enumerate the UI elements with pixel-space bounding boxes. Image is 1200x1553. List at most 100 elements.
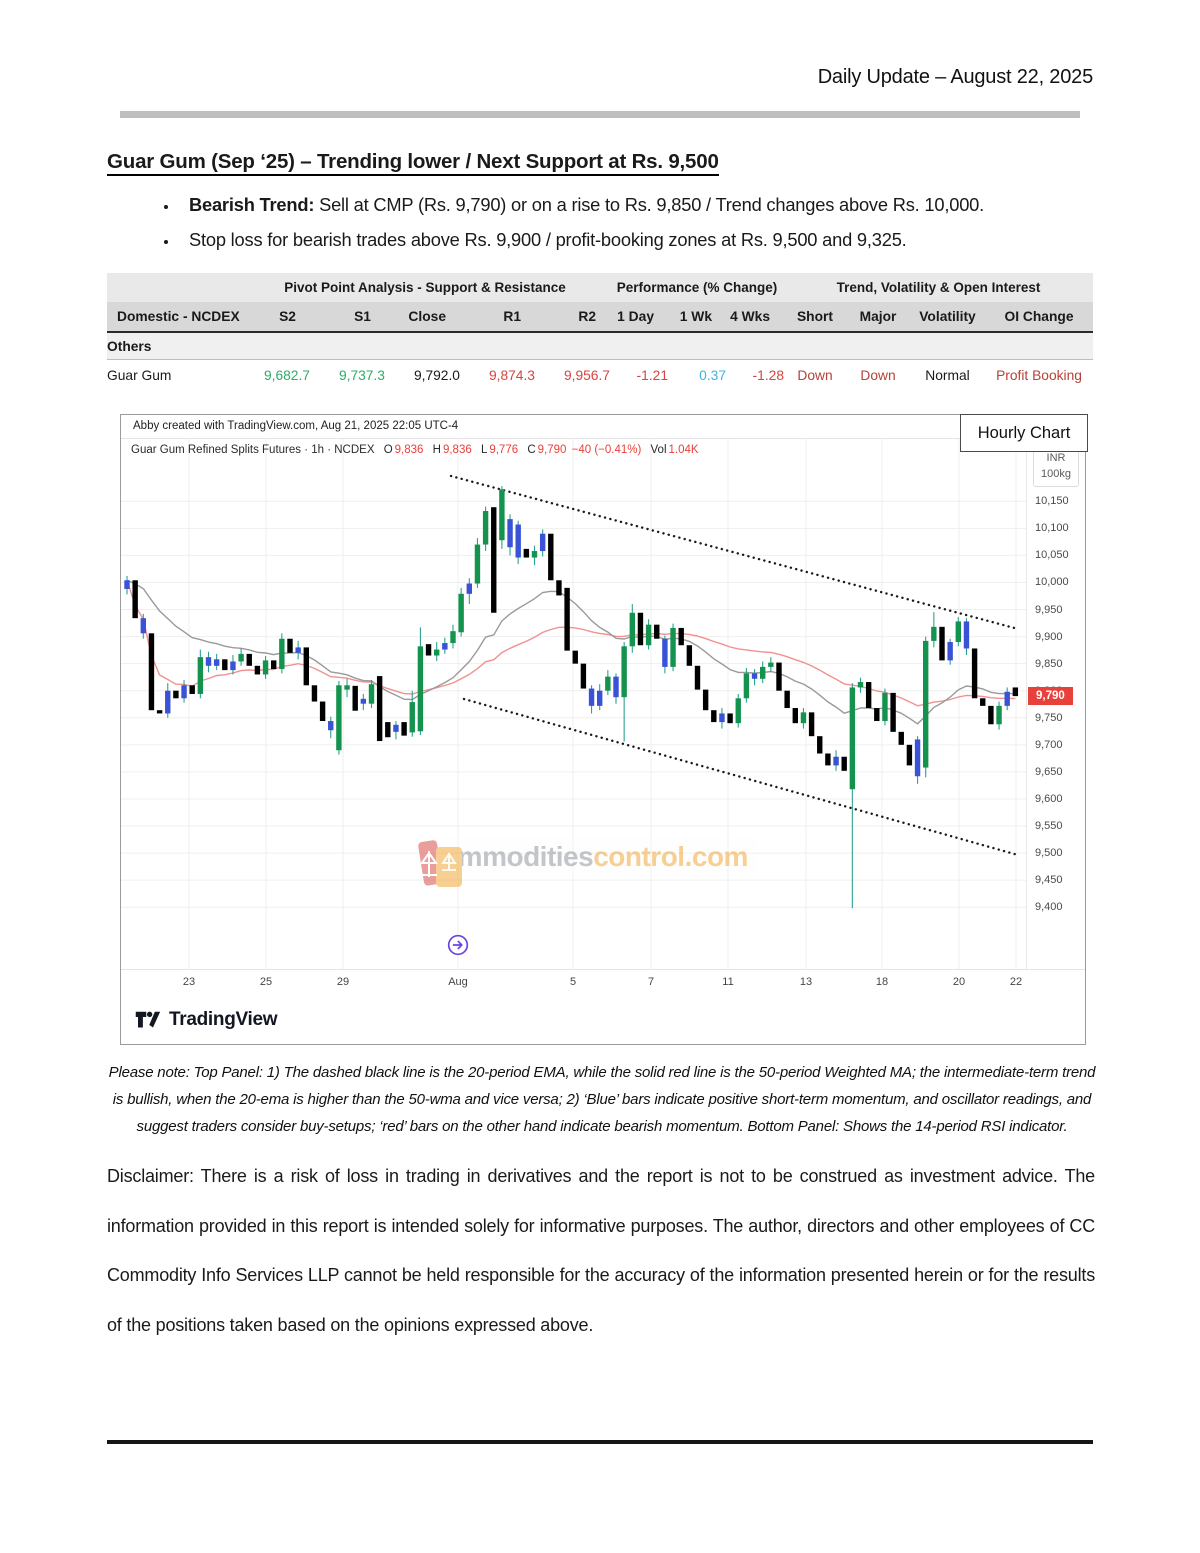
time-tick-label: 5	[569, 976, 577, 988]
section-label-others: Others	[107, 332, 1094, 360]
time-tick-label: 29	[336, 976, 350, 988]
price-tick-label: 9,700	[1035, 738, 1063, 751]
page-title: Guar Gum (Sep ‘25) – Trending lower / Ne…	[107, 150, 1093, 176]
legend-open-label: O	[383, 444, 393, 456]
legend-close-value: 9,790	[537, 444, 567, 456]
col-oi-change: OI Change	[985, 302, 1094, 333]
commoditiescontrol-logo-icon	[418, 840, 462, 887]
col-close: Close	[385, 302, 460, 333]
legend-vol-value: 1.04K	[668, 444, 699, 456]
price-tick-label: 9,450	[1035, 874, 1063, 887]
unit-currency: INR	[1046, 452, 1066, 464]
go-to-realtime-button[interactable]	[447, 934, 469, 956]
legend-close-label: C	[527, 444, 536, 456]
table-corner-cell	[107, 273, 240, 302]
table-column-header-row: Domestic - NCDEX S2 S1 Close R1 R2 1 Day…	[107, 302, 1094, 333]
price-tick-label: 9,400	[1035, 901, 1063, 914]
cell-commodity-name: Guar Gum	[107, 368, 172, 383]
chart-container: Abby created with TradingView.com, Aug 2…	[120, 414, 1088, 1045]
legend-open-value: 9,836	[394, 444, 424, 456]
time-tick-label: 7	[647, 976, 655, 988]
time-tick-label: 22	[1009, 976, 1023, 988]
time-tick-label: 13	[799, 976, 813, 988]
col-domestic-ncdex: Domestic - NCDEX	[107, 302, 240, 333]
cell-s1: 9,737.3	[338, 368, 385, 383]
time-scale[interactable]: 23 25 29 Aug 5 7 11 13 18 20 22	[121, 969, 1085, 996]
price-plot[interactable]: Guar Gum Refined Splits Futures · 1h · N…	[121, 439, 1027, 969]
header-divider-bar	[120, 111, 1080, 118]
cell-close: 9,792.0	[413, 368, 460, 383]
cell-r1: 9,874.3	[488, 368, 535, 383]
col-major: Major	[846, 302, 910, 333]
price-tick-label: 9,850	[1035, 657, 1063, 670]
unit-weight: 100kg	[1041, 467, 1071, 480]
page-title-text: Guar Gum (Sep ‘25) – Trending lower / Ne…	[107, 150, 719, 176]
cell-major-trend: Down	[860, 368, 896, 383]
pivot-analysis-table: Pivot Point Analysis - Support & Resista…	[107, 273, 1094, 392]
time-tick-label: 25	[259, 976, 273, 988]
legend-low-label: L	[480, 444, 488, 456]
legend-vol-label: Vol	[650, 444, 667, 456]
legend-low-value: 9,776	[489, 444, 519, 456]
cell-1day: -1.21	[636, 368, 668, 383]
cell-short-trend: Down	[797, 368, 833, 383]
legend-change-value: −40 (−0.41%)	[571, 444, 642, 456]
price-tick-label: 10,150	[1035, 495, 1069, 508]
group-pivot-point: Pivot Point Analysis - Support & Resista…	[240, 273, 610, 302]
last-price-badge: 9,790	[1028, 687, 1073, 706]
bullet-stop-loss: Stop loss for bearish trades above Rs. 9…	[179, 229, 1093, 251]
chart-body: Guar Gum Refined Splits Futures · 1h · N…	[121, 439, 1085, 969]
tradingview-footer: TradingView	[121, 996, 1085, 1044]
legend-symbol: Guar Gum Refined Splits Futures · 1h · N…	[131, 444, 375, 456]
col-volatility: Volatility	[910, 302, 985, 333]
footer-divider-line	[107, 1440, 1093, 1444]
time-tick-label: 23	[182, 976, 196, 988]
doc-header-title: Daily Update – August 22, 2025	[817, 66, 1094, 88]
price-tick-label: 9,900	[1035, 630, 1063, 643]
bullet-text: Stop loss for bearish trades above Rs. 9…	[189, 229, 907, 250]
watermark-text-orange: control.com	[593, 841, 748, 872]
cell-oi-change: Profit Booking	[996, 368, 1082, 383]
cell-r2: 9,956.7	[563, 368, 610, 383]
price-tick-label: 10,050	[1035, 549, 1069, 562]
price-tick-label: 9,650	[1035, 765, 1063, 778]
price-tick-label: 9,550	[1035, 820, 1063, 833]
price-tick-label: 10,000	[1035, 576, 1069, 589]
time-tick-label: Aug	[448, 976, 468, 988]
col-r2: R2	[535, 302, 610, 333]
price-tick-label: 9,600	[1035, 792, 1063, 805]
col-s1: S1	[310, 302, 385, 333]
legend-high-label: H	[432, 444, 441, 456]
time-tick-label: 11	[722, 976, 734, 988]
table-row-guar-gum: Guar Gum 9,682.7 9,737.3 9,792.0 9,874.3…	[107, 360, 1093, 392]
price-tick-label: 9,950	[1035, 603, 1063, 616]
hourly-chart-label: Hourly Chart	[960, 414, 1088, 452]
chart-credit-text: Abby created with TradingView.com, Aug 2…	[121, 415, 1085, 439]
table-section-row: Others	[107, 332, 1094, 360]
price-tick-label: 9,750	[1035, 711, 1063, 724]
summary-bullet-list: Bearish Trend: Sell at CMP (Rs. 9,790) o…	[107, 194, 1093, 251]
chart-legend: Guar Gum Refined Splits Futures · 1h · N…	[131, 444, 701, 456]
col-1wk: 1 Wk	[668, 302, 726, 333]
legend-high-value: 9,836	[442, 444, 472, 456]
chart-footnote: Please note: Top Panel: 1) The dashed bl…	[108, 1064, 1096, 1135]
price-scale[interactable]: INR 100kg 9,790 10,150 10,100 10,050 10,000…	[1027, 439, 1085, 969]
col-r1: R1	[460, 302, 535, 333]
table-group-header-row: Pivot Point Analysis - Support & Resista…	[107, 273, 1094, 302]
cell-s2: 9,682.7	[263, 368, 310, 383]
tradingview-logo-icon	[135, 1011, 161, 1028]
bullet-bearish-trend: Bearish Trend: Sell at CMP (Rs. 9,790) o…	[179, 194, 1093, 216]
col-s2: S2	[240, 302, 310, 333]
group-trend-volatility: Trend, Volatility & Open Interest	[784, 273, 1094, 302]
commoditiescontrol-watermark: commodities control.com	[416, 837, 758, 887]
group-performance: Performance (% Change)	[610, 273, 784, 302]
col-1day: 1 Day	[610, 302, 668, 333]
price-tick-label: 10,100	[1035, 522, 1069, 535]
cell-1wk: 0.37	[699, 368, 726, 383]
cell-4wks: -1.28	[752, 368, 784, 383]
disclaimer-text: Disclaimer: There is a risk of loss in t…	[107, 1166, 1095, 1335]
bullet-lead: Bearish Trend:	[189, 194, 320, 215]
col-short: Short	[784, 302, 846, 333]
tradingview-logo-text: TradingView	[169, 1009, 278, 1030]
page: Daily Update – August 22, 2025 Guar Gum …	[0, 0, 1200, 1350]
